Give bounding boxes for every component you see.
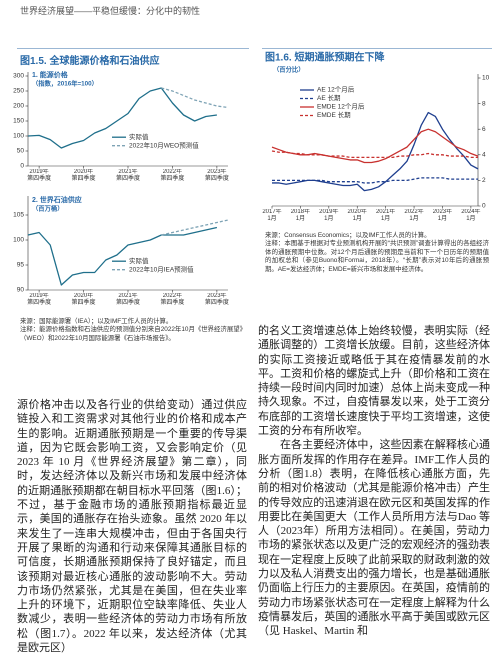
figure-source: 来源：国际能源署（IEA）；以及IMF工作人员的计算。 <box>20 318 173 325</box>
y-tick-label: 2 <box>482 177 486 184</box>
x-tick-label: 2024年 1月 <box>461 209 481 222</box>
paragraph: 源价格冲击以及各行业的供给变动）通过供应链投入和工资需求对其他行业的价格和成本产… <box>17 399 247 655</box>
y-tick-label: 10 <box>482 75 490 82</box>
x-tick-label: 2023年 第四季度 <box>204 169 229 182</box>
charts: 1. 能源价格（指数，2016年=100）0501001502002503002… <box>13 51 490 306</box>
chart-subtitle: （指数，2016年=100） <box>32 79 98 88</box>
y-tick-label: 150 <box>13 118 24 125</box>
x-tick-label: 2022年 第四季度 <box>160 169 185 182</box>
text-column: 源价格冲击以及各行业的供给变动）通过供应链投入和工资需求对其他行业的价格和成本产… <box>17 398 247 662</box>
figure-note: 注释：本图基于根据对专业预测机构开展的“共识预测”调查计算得出的各组经济体的通胀… <box>265 240 489 273</box>
x-tick-label: 2017年 1月 <box>262 209 282 222</box>
y-tick-label: 105 <box>13 212 24 219</box>
x-tick-label: 2022年 1月 <box>404 209 424 222</box>
x-tick-label: 2021年 1月 <box>375 209 396 222</box>
x-tick-label-box: 2023年 第四季度 <box>204 293 229 306</box>
x-tick-label-box: 2017年 1月 <box>262 209 282 222</box>
series-line <box>27 87 217 149</box>
legend-label: 实际值 <box>129 256 149 265</box>
x-tick-label: 2020年 1月 <box>347 209 367 222</box>
y-tick-label: 50 <box>17 148 25 155</box>
x-tick-label-box: 2022年 第四季度 <box>160 169 185 182</box>
x-tick-label-box: 2022年 第四季度 <box>160 293 185 306</box>
x-tick-label: 2021年 第四季度 <box>115 293 140 306</box>
series-line <box>161 219 229 236</box>
x-tick-label-box: 2024年 1月 <box>461 209 481 222</box>
x-tick-label-box: 2020年 第四季度 <box>71 293 96 306</box>
figure-rule <box>262 48 492 49</box>
series-line <box>271 128 479 164</box>
x-tick-label-box: 2021年 第四季度 <box>115 293 140 306</box>
y-tick-label: 0 <box>482 203 486 210</box>
figure-source: 来源：Consensus Economics；以及IMF工作人员的计算。 <box>265 232 431 239</box>
chart-subtitle: （百分比） <box>273 65 304 74</box>
y-tick-label: 6 <box>482 126 486 133</box>
x-tick-label-box: 2023年 第四季度 <box>204 169 229 182</box>
legend-label: EMDE 12个月后 <box>317 102 365 111</box>
legend-label: AE 长期 <box>317 93 341 102</box>
x-tick-label-box: 2021年 第四季度 <box>115 169 140 182</box>
x-tick-label-box: 2019年 1月 <box>319 209 339 222</box>
x-tick-label-box: 2018年 1月 <box>290 209 311 222</box>
x-tick-label: 2019年 1月 <box>319 209 339 222</box>
x-tick-label-box: 2023年 1月 <box>432 209 453 222</box>
y-tick-label: 95 <box>17 262 25 269</box>
y-tick-label: 4 <box>482 152 486 159</box>
chart-title: 图1.6. 短期通胀预期在下降 <box>265 51 385 64</box>
series-line <box>272 111 479 192</box>
series-line <box>161 87 229 109</box>
y-tick-label: 300 <box>13 73 24 80</box>
x-tick-label: 2020年 第四季度 <box>71 293 96 306</box>
chart-subtitle: （百万桶） <box>32 204 63 213</box>
paragraph: 的名义工资增速总体上始终较慢，表明实际（经通胀调整的）工资增长放缓。目前，这些经… <box>258 325 490 438</box>
y-tick-label: 250 <box>13 88 24 95</box>
x-tick-label: 2023年 1月 <box>432 209 453 222</box>
x-tick-label-box: 2022年 1月 <box>404 209 424 222</box>
y-tick-label: 8 <box>482 100 486 107</box>
legend-label: EMDE 长期 <box>317 110 351 119</box>
x-tick-label-box: 2020年 第四季度 <box>71 169 96 182</box>
y-tick-label: 200 <box>13 103 24 110</box>
y-tick-label: 100 <box>13 237 24 244</box>
figure-title: 图1.5. 全球能源价格和石油供应 <box>20 56 160 67</box>
legend-label: 2022年10月IEA预测值 <box>129 264 194 273</box>
figure-notes: 来源：国际能源署（IEA）；以及IMF工作人员的计算。 注释：能源价格指数和石油… <box>20 318 246 343</box>
y-tick-label: 100 <box>13 133 24 140</box>
x-tick-label: 2019年 第四季度 <box>27 169 52 182</box>
legend-label: 2022年10月WEO预测值 <box>129 140 199 149</box>
x-tick-label-box: 2021年 1月 <box>375 209 396 222</box>
figure-note: 注释：能源价格指数和石油供应的预测值分别来自2022年10月《世界经济展望》（W… <box>20 326 246 342</box>
y-tick-label: 0 <box>20 163 24 170</box>
x-tick-label: 2020年 第四季度 <box>71 169 96 182</box>
running-header: 世界经济展望——平稳但缓慢：分化中的韧性 <box>20 6 201 16</box>
x-tick-label-box: 2019年 第四季度 <box>27 169 52 182</box>
x-tick-label: 2023年 第四季度 <box>204 293 229 306</box>
legend-label: 实际值 <box>129 132 149 141</box>
series-line <box>271 150 478 159</box>
chart-title: 1. 能源价格 <box>32 70 69 79</box>
series-line <box>27 226 218 286</box>
x-tick-label: 2018年 1月 <box>290 209 311 222</box>
chart-title: 2. 世界石油供应 <box>32 195 82 204</box>
figure-rule <box>17 48 249 49</box>
x-tick-label-box: 2020年 1月 <box>347 209 367 222</box>
y-tick-label: 90 <box>17 287 25 294</box>
x-tick-label: 2021年 第四季度 <box>115 169 140 182</box>
figure-notes: 来源：Consensus Economics；以及IMF工作人员的计算。 注释：… <box>265 232 489 274</box>
text-column: 的名义工资增速总体上始终较慢，表明实际（经通胀调整的）工资增长放缓。目前，这些经… <box>258 324 490 662</box>
legend-label: AE 12个月后 <box>317 85 355 94</box>
paragraph: 在各主要经济体中，这些因素在解释核心通胀方面所发挥的作用存在差异。IMF工作人员… <box>258 439 490 638</box>
x-tick-label-box: 2019年 第四季度 <box>27 293 52 306</box>
series-line <box>272 177 478 184</box>
x-tick-label: 2022年 第四季度 <box>160 293 185 306</box>
x-tick-label: 2019年 第四季度 <box>27 293 52 306</box>
